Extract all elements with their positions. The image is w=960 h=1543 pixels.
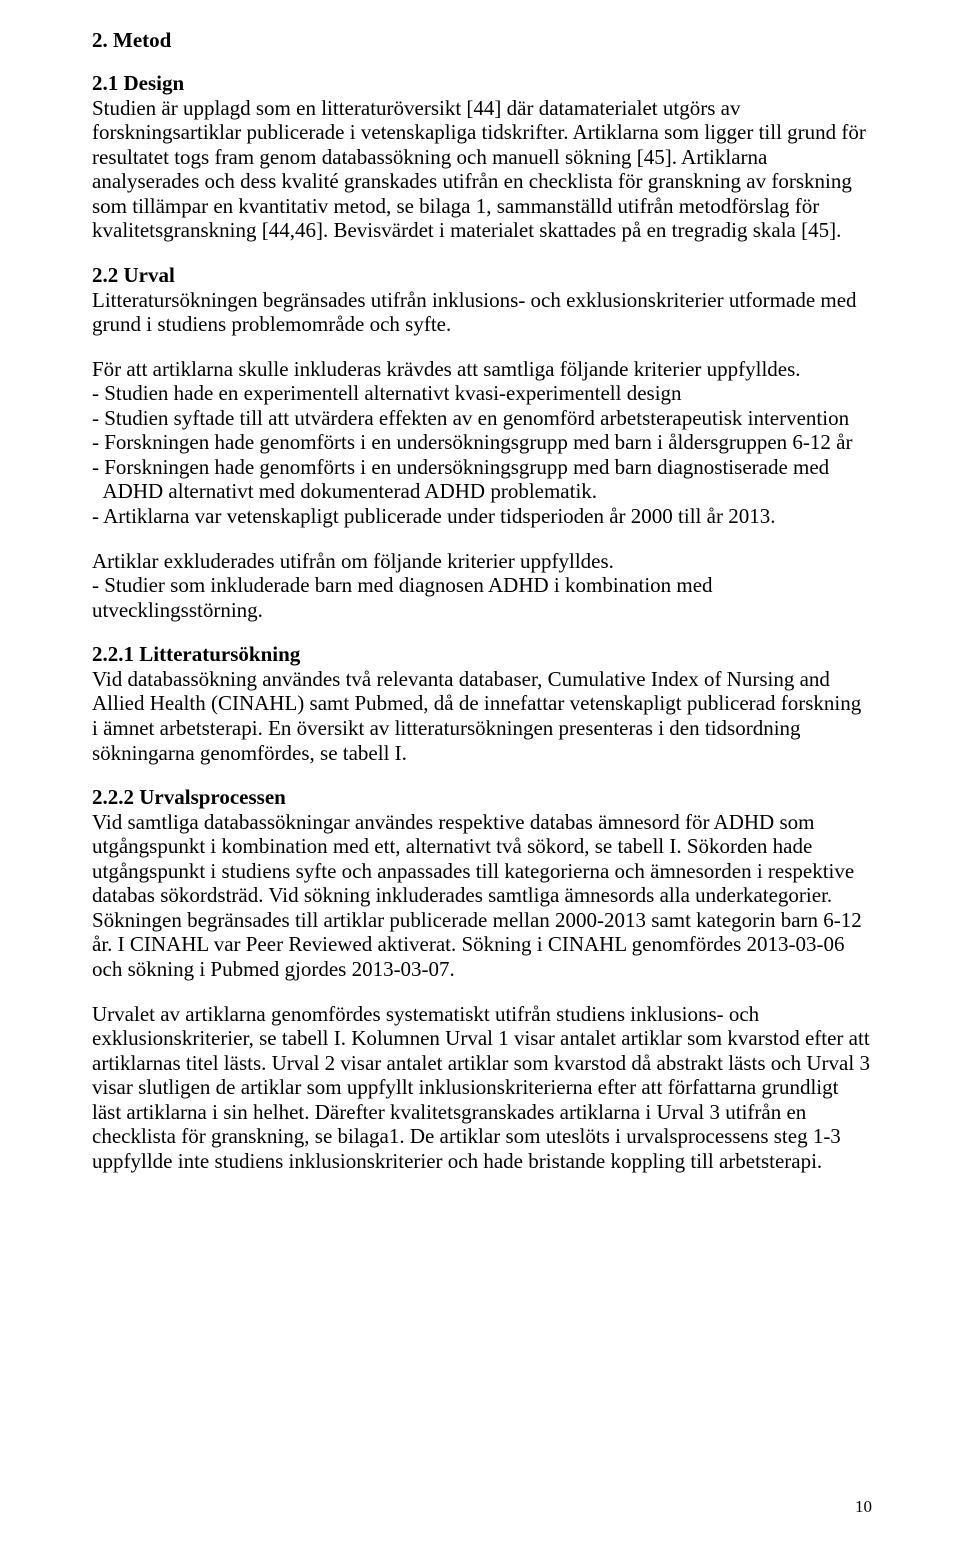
exclusion-criteria: Artiklar exkluderades utifrån om följand… xyxy=(92,549,872,623)
paragraph-urval: Litteratursökningen begränsades utifrån … xyxy=(92,288,872,337)
inclusion-item: - Artiklarna var vetenskapligt publicera… xyxy=(92,504,872,529)
document-page: 2. Metod 2.1 Design Studien är upplagd s… xyxy=(0,0,960,1543)
inclusion-item: - Studien hade en experimentell alternat… xyxy=(92,381,872,406)
section-design: 2.1 Design Studien är upplagd som en lit… xyxy=(92,71,872,243)
section-urvalsprocessen-2: Urvalet av artiklarna genomfördes system… xyxy=(92,1002,872,1174)
inclusion-item: - Forskningen hade genomförts i en under… xyxy=(92,455,872,480)
paragraph-urvproc-1: Vid samtliga databassökningar användes r… xyxy=(92,810,872,982)
paragraph-litsok: Vid databassökning användes två relevant… xyxy=(92,667,872,765)
exclusion-lead: Artiklar exkluderades utifrån om följand… xyxy=(92,549,872,574)
heading-litsok: 2.2.1 Litteratursökning xyxy=(92,642,300,666)
paragraph-design: Studien är upplagd som en litteraturöver… xyxy=(92,96,872,243)
section-urvalsprocessen: 2.2.2 Urvalsprocessen Vid samtliga datab… xyxy=(92,785,872,982)
heading-metod: 2. Metod xyxy=(92,28,872,53)
inclusion-criteria: För att artiklarna skulle inkluderas krä… xyxy=(92,357,872,529)
page-number: 10 xyxy=(855,1497,872,1517)
inclusion-item: - Studien syftade till att utvärdera eff… xyxy=(92,406,872,431)
section-urval: 2.2 Urval Litteratursökningen begränsade… xyxy=(92,263,872,337)
section-litteratursokning: 2.2.1 Litteratursökning Vid databassökni… xyxy=(92,642,872,765)
exclusion-item: - Studier som inkluderade barn med diagn… xyxy=(92,573,872,622)
paragraph-urvproc-2: Urvalet av artiklarna genomfördes system… xyxy=(92,1002,872,1174)
heading-design: 2.1 Design xyxy=(92,71,184,95)
inclusion-item: - Forskningen hade genomförts i en under… xyxy=(92,430,872,455)
inclusion-lead: För att artiklarna skulle inkluderas krä… xyxy=(92,357,872,382)
heading-urvproc: 2.2.2 Urvalsprocessen xyxy=(92,785,286,809)
heading-urval: 2.2 Urval xyxy=(92,263,175,287)
inclusion-item-cont: ADHD alternativt med dokumenterad ADHD p… xyxy=(92,479,872,504)
